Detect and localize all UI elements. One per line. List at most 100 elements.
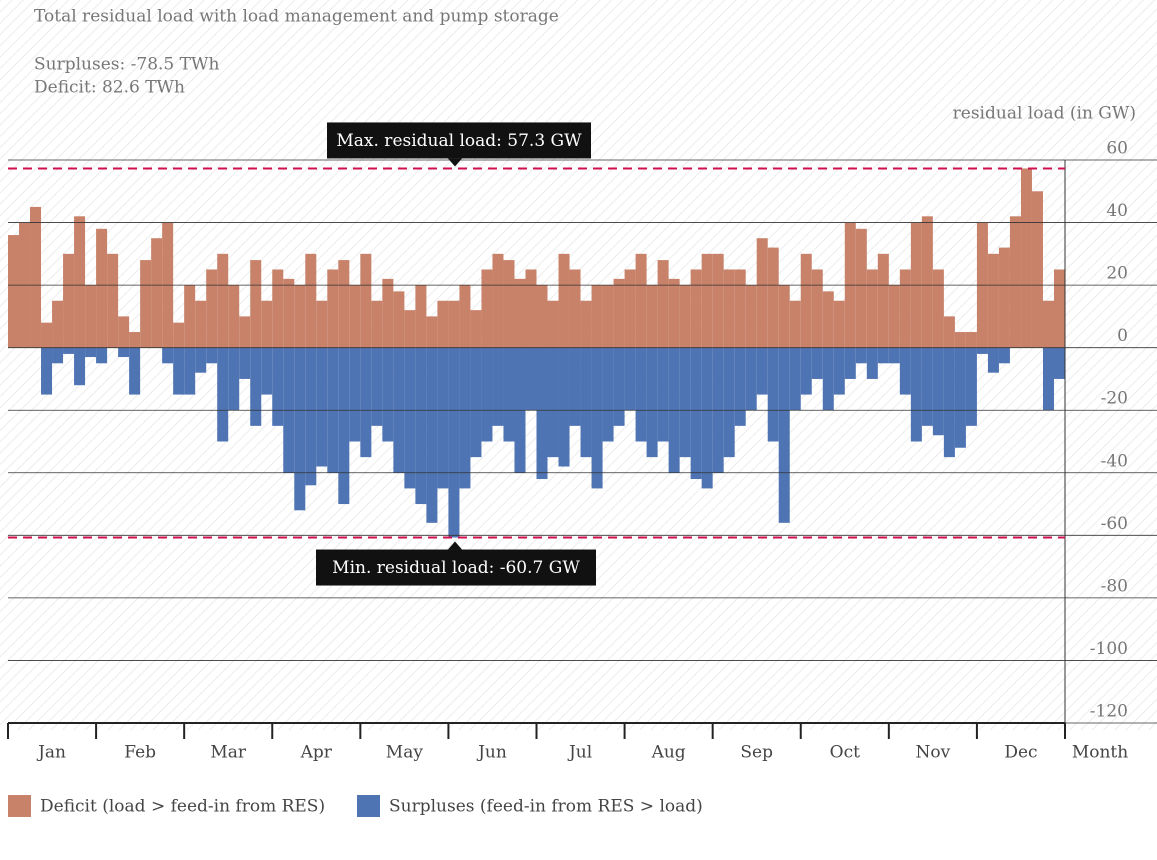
bar (558, 347, 570, 467)
bar (481, 269, 493, 348)
x-tick-label: Mar (210, 743, 247, 763)
x-tick-label: Aug (651, 743, 686, 763)
annotation-box (316, 549, 596, 586)
bar (525, 269, 537, 348)
bar (261, 300, 273, 348)
bar (492, 253, 504, 348)
bar (987, 347, 999, 373)
x-tick-label: Oct (830, 743, 860, 763)
bar (866, 347, 878, 379)
bar (129, 347, 141, 395)
annotation-label: Max. residual load: 57.3 GW (336, 131, 582, 151)
bar (283, 278, 295, 348)
x-tick-label: Jan (36, 743, 66, 763)
bar (899, 269, 911, 348)
bar (470, 347, 482, 458)
bar (800, 347, 812, 395)
bar (701, 347, 713, 489)
bar (448, 347, 460, 538)
bar (426, 316, 438, 348)
bar (1053, 269, 1065, 348)
bar (1009, 216, 1021, 348)
y-tick-label: 20 (1106, 264, 1128, 284)
y-axis-label: residual load (in GW) (953, 104, 1136, 124)
bar (800, 253, 812, 348)
bar (448, 300, 460, 348)
bar (778, 347, 790, 523)
bar (349, 347, 361, 442)
bar (987, 253, 999, 348)
legend-label: Surpluses (feed-in from RES > load) (389, 797, 703, 817)
bar (360, 253, 372, 348)
bar (393, 291, 405, 348)
bar (261, 347, 273, 395)
bar (877, 347, 889, 364)
bar (184, 347, 196, 395)
bar (932, 347, 944, 436)
bar (85, 347, 97, 358)
bar (822, 347, 834, 411)
bar (833, 347, 845, 395)
bar (954, 332, 966, 348)
x-tick-label: Nov (916, 743, 951, 763)
bar (426, 347, 438, 523)
bar (789, 347, 801, 411)
bar (591, 285, 603, 348)
bar (811, 347, 823, 379)
bar (239, 347, 251, 379)
bar (822, 291, 834, 348)
bar (206, 347, 218, 364)
bar (173, 322, 185, 348)
bar (613, 278, 625, 348)
bar (668, 278, 680, 348)
bar (943, 347, 955, 458)
bar (294, 347, 306, 511)
bar (316, 347, 328, 467)
bar (294, 285, 306, 348)
bar (899, 347, 911, 395)
bar (954, 347, 966, 448)
bar (921, 216, 933, 348)
bar (855, 347, 867, 364)
y-tick-label: -120 (1090, 702, 1128, 722)
bar (470, 310, 482, 348)
bar (547, 347, 559, 458)
bar (52, 300, 64, 348)
summary: Deficit: 82.6 TWh (34, 78, 185, 98)
bar (888, 285, 900, 348)
bar (679, 347, 691, 458)
bar (525, 347, 537, 411)
bar (338, 347, 350, 505)
bar (602, 285, 614, 348)
bar (745, 285, 757, 348)
bar (811, 269, 823, 348)
bar (690, 347, 702, 480)
bar (173, 347, 185, 395)
bar (998, 347, 1010, 364)
y-tick-label: -20 (1101, 389, 1128, 409)
bar (195, 347, 207, 373)
bar (580, 347, 592, 458)
bar (228, 285, 240, 348)
bar (613, 347, 625, 426)
bar (415, 285, 427, 348)
y-tick-label: -40 (1101, 451, 1128, 471)
bar (536, 347, 548, 480)
x-tick-label: Dec (1004, 743, 1037, 763)
bar (1053, 347, 1065, 379)
bar (723, 269, 735, 348)
bar (536, 285, 548, 348)
bar (118, 316, 130, 348)
bar (657, 347, 669, 442)
bar (8, 235, 20, 348)
bar (184, 285, 196, 348)
bar (217, 347, 229, 442)
bar (338, 260, 350, 348)
bar (646, 285, 658, 348)
bar (162, 347, 174, 364)
bar (701, 253, 713, 348)
bar (52, 347, 64, 364)
bar (624, 347, 636, 411)
